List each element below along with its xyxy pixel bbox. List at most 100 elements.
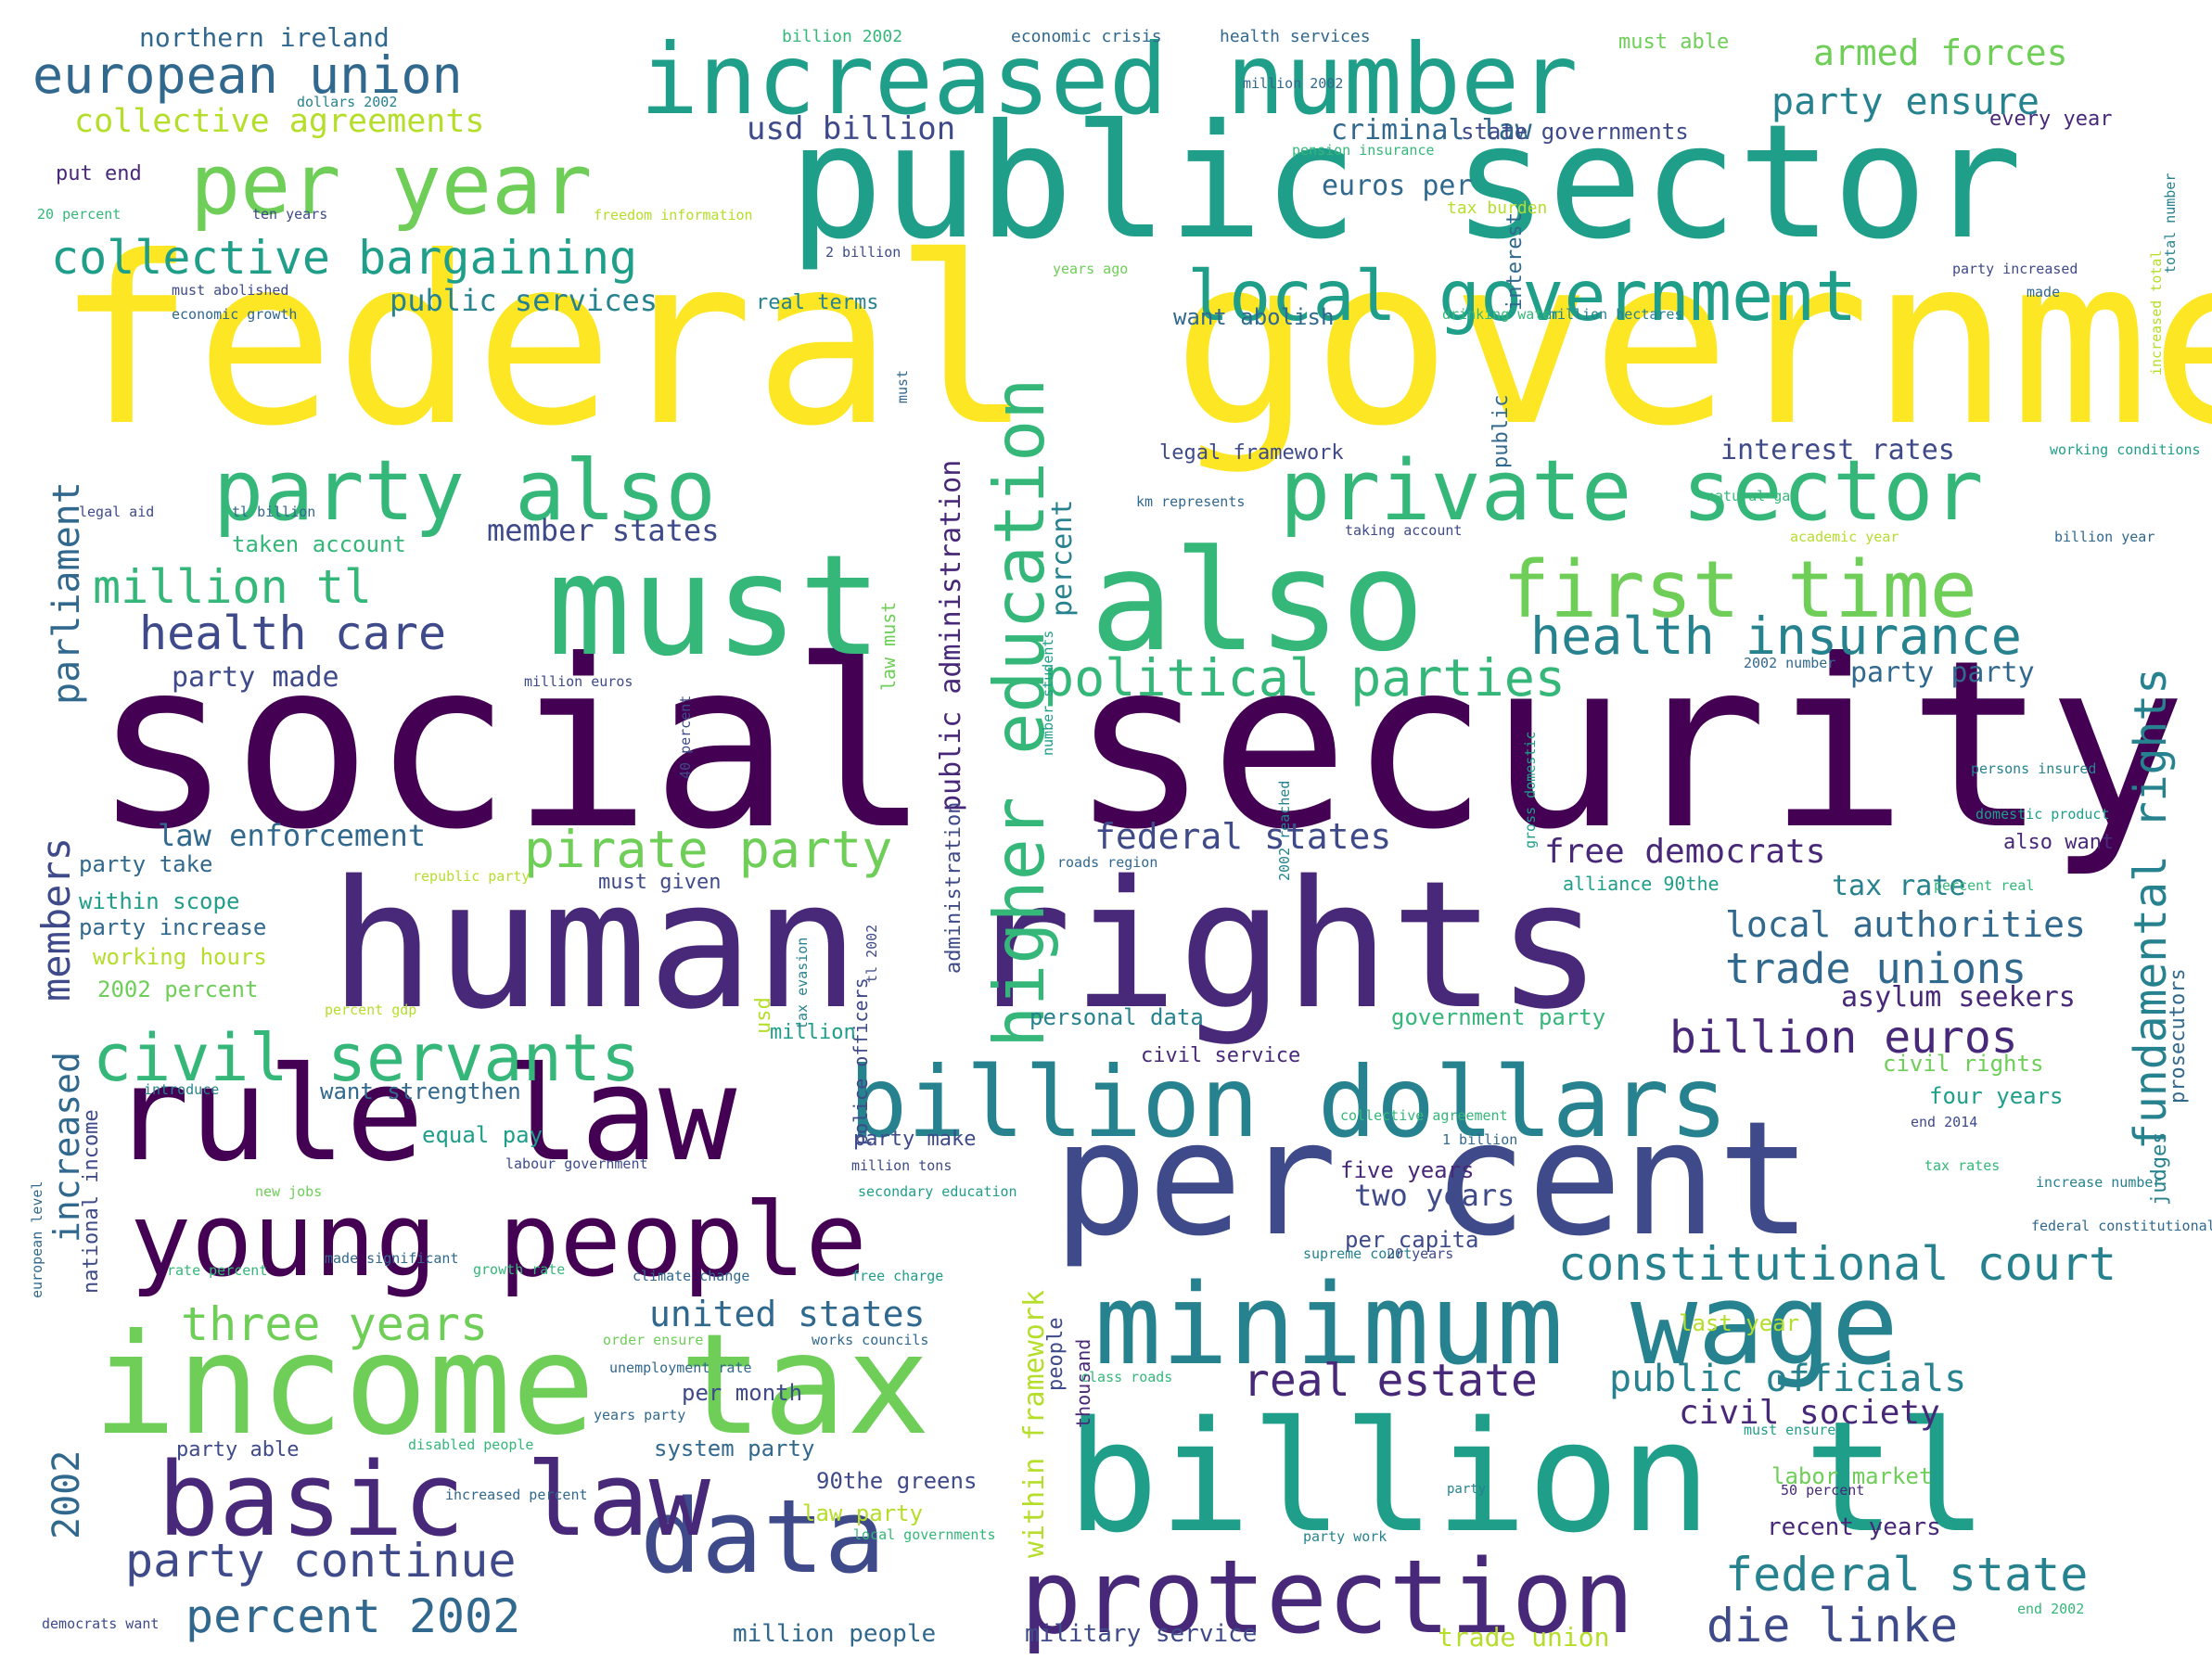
cloud-word: increased total (2148, 250, 2165, 376)
cloud-word: two years (1354, 1178, 1515, 1213)
cloud-word: percent 2002 (185, 1589, 520, 1643)
cloud-word: members (33, 837, 79, 1002)
cloud-word: income tax (93, 1305, 930, 1466)
cloud-word: criminal law (1331, 114, 1533, 147)
cloud-word: alliance 90the (1563, 873, 1720, 895)
cloud-word: million euros (524, 673, 633, 690)
cloud-word: must ensured (1744, 1422, 1844, 1438)
cloud-word: domestic product (1975, 806, 2110, 823)
cloud-word: pension insurance (1292, 142, 1435, 159)
cloud-word: people (1044, 1318, 1068, 1391)
cloud-word: put end (56, 162, 142, 185)
cloud-word: pirate party (524, 820, 892, 879)
cloud-word: number students (1040, 631, 1056, 756)
cloud-word: system party (654, 1436, 814, 1461)
cloud-word: roads region (1057, 854, 1157, 871)
cloud-word: trade unions (1725, 944, 2027, 993)
cloud-word: state governments (1461, 119, 1689, 145)
cloud-word: collective agreements (74, 103, 485, 140)
cloud-word: must abolished (172, 282, 288, 299)
cloud-word: increased (46, 1052, 87, 1243)
cloud-word: federal government (56, 207, 2212, 477)
cloud-word: tax burden (1447, 198, 1547, 218)
cloud-word: thousand (1072, 1339, 1094, 1428)
cloud-word: total number (2162, 173, 2179, 274)
cloud-word: must given (598, 871, 721, 894)
cloud-word: law enforcement (158, 818, 426, 853)
cloud-word: parliament (45, 481, 88, 705)
cloud-word: interest (1503, 212, 1527, 311)
cloud-word: billion euros (1669, 1012, 2018, 1064)
cloud-word: economic crisis (1011, 27, 1162, 46)
cloud-word: local government (1187, 255, 1857, 337)
cloud-word: party party (1850, 657, 2035, 689)
cloud-word: percent (1046, 500, 1079, 617)
cloud-word: years party (594, 1407, 685, 1423)
cloud-word: die linke (1707, 1599, 1958, 1653)
cloud-word: civil service (1141, 1044, 1300, 1067)
cloud-word: taken account (232, 531, 406, 557)
cloud-word: drinking water (1442, 306, 1559, 323)
cloud-word: republic party (413, 868, 530, 885)
cloud-word: federal constitutional (2031, 1218, 2212, 1234)
cloud-word: 2002 number (1744, 655, 1835, 671)
cloud-word: order ensure (603, 1332, 703, 1348)
cloud-word: civil rights (1883, 1051, 2043, 1077)
cloud-word: federal states (1094, 816, 1391, 857)
cloud-word: within scope (79, 888, 239, 914)
cloud-word: million tons (851, 1157, 952, 1174)
cloud-word: democrats want (42, 1615, 159, 1632)
cloud-word: growth rate (473, 1261, 565, 1278)
cloud-word: must (894, 370, 911, 403)
cloud-word: labour government (505, 1155, 648, 1172)
cloud-word: billion dollars (849, 1046, 1728, 1159)
cloud-word: usd (752, 997, 775, 1034)
cloud-word: percent real (1934, 877, 2034, 894)
cloud-word: young people (130, 1181, 867, 1299)
cloud-word: 1 billion (1442, 1131, 1517, 1148)
cloud-word: secondary education (858, 1183, 1017, 1200)
cloud-word: local governments (853, 1526, 996, 1543)
cloud-word: climate change (633, 1268, 749, 1284)
cloud-word: million people (733, 1620, 936, 1648)
cloud-word: judges (2148, 1132, 2171, 1206)
cloud-word: new jobs (255, 1183, 322, 1200)
cloud-word: three years (181, 1297, 488, 1351)
cloud-word: social security (93, 610, 2187, 880)
cloud-word: labor market (1771, 1463, 1932, 1489)
cloud-word: tax evasion (794, 938, 811, 1029)
cloud-word: made significant (325, 1250, 459, 1267)
cloud-word: civil society (1679, 1394, 1940, 1432)
cloud-word: ten years (252, 206, 327, 223)
cloud-word: legal framework (1159, 441, 1344, 465)
cloud-word: first time (1502, 544, 1977, 636)
cloud-word: natural gas (1707, 488, 1798, 504)
cloud-word: northern ireland (139, 22, 390, 53)
cloud-word: working hours (93, 944, 267, 970)
cloud-word: european union (32, 45, 463, 105)
cloud-word: health care (139, 606, 446, 660)
cloud-word: within framework (1018, 1290, 1051, 1558)
cloud-word: unemployment rate (609, 1359, 752, 1376)
cloud-word: per capita (1345, 1227, 1479, 1253)
cloud-word: increased percent (445, 1487, 588, 1503)
cloud-word: higher education (978, 378, 1060, 1048)
cloud-word: party also (213, 442, 716, 540)
cloud-word: tax rate (1832, 870, 1966, 902)
cloud-word: private sector (1280, 442, 1984, 540)
cloud-word: per month (682, 1380, 802, 1406)
cloud-word: party continue (125, 1534, 516, 1588)
cloud-word: public officials (1609, 1358, 1966, 1400)
cloud-word: asylum seekers (1841, 981, 2076, 1014)
cloud-word: economic growth (172, 306, 297, 323)
cloud-word: public (1490, 395, 1513, 468)
cloud-word: every year (1989, 108, 2112, 131)
cloud-word: made (2027, 284, 2060, 300)
cloud-word: 2 billion (825, 244, 901, 261)
cloud-word: working conditions (2050, 441, 2201, 458)
cloud-word: national income (80, 1109, 103, 1294)
cloud-word: equal pay (422, 1122, 543, 1148)
cloud-word: percent gdp (325, 1002, 416, 1018)
cloud-word: end 2014 (1911, 1114, 1977, 1130)
cloud-word: years ago (1053, 261, 1128, 277)
